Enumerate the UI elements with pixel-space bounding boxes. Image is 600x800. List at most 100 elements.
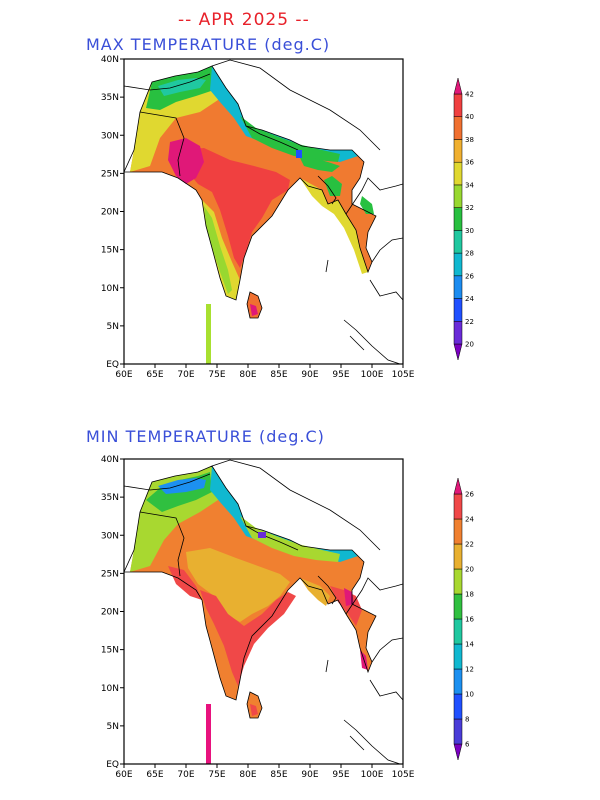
y-tick-label: 10N xyxy=(101,284,119,294)
land-fill-east xyxy=(300,178,368,274)
land-fill-nw3 xyxy=(158,78,206,96)
y-tick-label: 25N xyxy=(101,169,119,179)
land-fill-rajasthan xyxy=(168,138,204,184)
colorbar-segment xyxy=(453,298,463,322)
colorbar-segment xyxy=(453,252,463,277)
x-tick-label: 75E xyxy=(208,770,225,780)
land-fill-himalaya-green xyxy=(240,516,340,562)
land-fill-core xyxy=(200,590,296,686)
colorbar-label: 40 xyxy=(465,113,474,121)
y-tick-label: 5N xyxy=(107,322,119,332)
station-bar-marker xyxy=(206,704,211,764)
colorbar-label: 24 xyxy=(465,295,474,303)
colorbar-label: 18 xyxy=(465,591,474,599)
colorbar-label: 22 xyxy=(465,318,474,326)
land-fill-sri-lanka-core xyxy=(250,304,258,316)
colorbar-label: 36 xyxy=(465,159,474,167)
y-tick-label: 35N xyxy=(101,493,119,503)
boundary-indochina xyxy=(371,637,403,663)
colorbar-label: 42 xyxy=(465,91,474,99)
colorbar-label: 20 xyxy=(465,341,474,349)
boundary-south-asia xyxy=(124,465,377,701)
land-fill-nw3 xyxy=(158,478,206,494)
boundary-south-asia xyxy=(124,65,377,301)
colorbar-segment xyxy=(453,568,463,595)
x-tick-label: 95E xyxy=(332,370,349,380)
land-fill-bengal xyxy=(324,176,342,196)
land-shaded-field xyxy=(130,466,376,718)
colorbar-segment xyxy=(453,184,463,208)
colorbar-segment xyxy=(453,643,463,670)
colorbar-segment xyxy=(453,116,463,140)
y-tick-label: 30N xyxy=(101,131,119,141)
coast-malay xyxy=(325,659,401,764)
y-tick-label: EQ xyxy=(106,360,119,370)
colorbar-label: 30 xyxy=(465,227,474,235)
boundary-afghanistan xyxy=(124,73,211,91)
y-axis-ticks: EQ 5N 10N 15N 20N 25N 30N 35N 40N xyxy=(101,455,124,770)
country-boundaries xyxy=(124,459,403,764)
colorbar-label: 16 xyxy=(465,616,474,624)
colorbar-segment xyxy=(453,618,463,645)
land-fill-sri-lanka xyxy=(247,292,262,318)
colorbar-segment xyxy=(453,207,463,231)
boundary-pakistan xyxy=(139,111,185,177)
colorbar-segment xyxy=(453,139,463,163)
boundary-sri-lanka xyxy=(246,691,263,719)
x-tick-label: 95E xyxy=(332,770,349,780)
x-tick-label: 70E xyxy=(177,770,194,780)
x-tick-label: 105E xyxy=(392,370,415,380)
colorbar-segment xyxy=(453,593,463,620)
coast-thailand xyxy=(369,279,403,301)
x-tick-label: 65E xyxy=(146,770,163,780)
colorbar-label: 34 xyxy=(465,181,474,189)
colorbar-label: 8 xyxy=(465,716,469,724)
coast-malay xyxy=(325,259,401,364)
colorbar-segment xyxy=(453,693,463,720)
land-fill-interior xyxy=(186,548,290,622)
colorbar-segment xyxy=(453,275,463,299)
colorbar-label: 24 xyxy=(465,516,474,524)
x-tick-label: 75E xyxy=(208,370,225,380)
colorbar-label: 10 xyxy=(465,691,474,699)
y-tick-label: 15N xyxy=(101,246,119,256)
boundary-myanmar xyxy=(345,177,403,215)
colorbar-label: 26 xyxy=(465,491,474,499)
x-tick-label: 85E xyxy=(270,370,287,380)
y-tick-label: 20N xyxy=(101,608,119,618)
colorbar-label: 38 xyxy=(465,136,474,144)
boundary-myanmar xyxy=(345,577,403,615)
colorbar: 20 22 24 26 28 30 32 34 36 38 40 42 xyxy=(453,77,474,361)
x-tick-label: 90E xyxy=(301,770,318,780)
x-tick-label: 100E xyxy=(361,370,384,380)
y-tick-label: EQ xyxy=(106,760,119,770)
colorbar-label: 26 xyxy=(465,272,474,280)
boundary-indochina xyxy=(371,237,403,263)
land-fill-sri-lanka-core xyxy=(250,704,258,716)
land-fill-myanmar xyxy=(344,588,354,606)
land-fill-nepal-cold xyxy=(298,154,340,172)
land-fill-sri-lanka xyxy=(247,692,262,718)
colorbar-label: 32 xyxy=(465,204,474,212)
y-tick-label: 40N xyxy=(101,55,119,65)
y-tick-label: 5N xyxy=(107,722,119,732)
land-shaded-field xyxy=(130,66,376,318)
colorbar-label: 12 xyxy=(465,666,474,674)
colorbar-min-arrow xyxy=(453,343,463,361)
colorbar-label: 6 xyxy=(465,741,470,749)
boundary-bangladesh xyxy=(317,175,337,205)
colorbar-segment xyxy=(453,161,463,186)
y-axis-ticks: EQ 5N 10N 15N 20N 25N 30N 35N 40N xyxy=(101,55,124,370)
colorbar-max-arrow xyxy=(453,77,463,95)
boundary-bangladesh xyxy=(317,575,337,605)
y-tick-label: 10N xyxy=(101,684,119,694)
colorbar-segment xyxy=(453,518,463,545)
y-tick-label: 40N xyxy=(101,455,119,465)
colorbar-segment xyxy=(453,230,463,254)
x-tick-label: 100E xyxy=(361,770,384,780)
boundary-china xyxy=(211,59,381,151)
colorbar-label: 20 xyxy=(465,566,474,574)
colorbar-label: 14 xyxy=(465,641,474,649)
colorbar-segment xyxy=(453,543,463,570)
colorbar-segment xyxy=(453,493,463,520)
